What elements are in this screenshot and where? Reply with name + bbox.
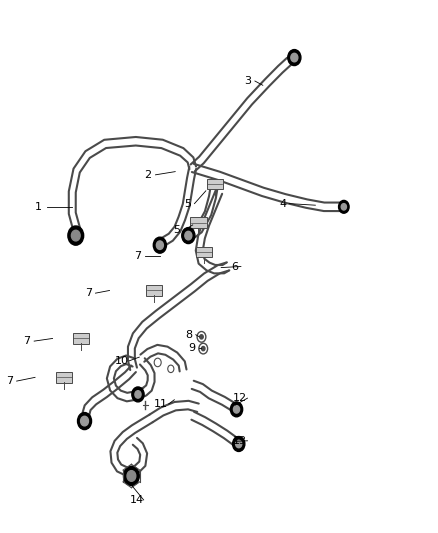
Circle shape <box>153 237 166 253</box>
FancyBboxPatch shape <box>196 247 212 257</box>
Circle shape <box>78 413 92 430</box>
Text: 7: 7 <box>24 336 31 346</box>
Circle shape <box>288 50 301 66</box>
Circle shape <box>230 402 243 417</box>
Text: 8: 8 <box>185 330 192 340</box>
Circle shape <box>68 226 84 245</box>
Text: 7: 7 <box>134 251 141 261</box>
Text: 7: 7 <box>6 376 13 386</box>
Text: 2: 2 <box>145 170 152 180</box>
Circle shape <box>156 241 163 249</box>
Circle shape <box>127 471 136 481</box>
FancyBboxPatch shape <box>73 333 89 344</box>
Text: 13: 13 <box>233 436 247 446</box>
Text: 11: 11 <box>154 399 168 409</box>
Circle shape <box>201 346 205 351</box>
Circle shape <box>71 230 80 241</box>
Text: 5: 5 <box>184 199 191 208</box>
Circle shape <box>132 387 144 402</box>
FancyBboxPatch shape <box>190 217 207 228</box>
Circle shape <box>236 440 242 448</box>
Circle shape <box>124 466 139 486</box>
Text: 4: 4 <box>279 199 286 208</box>
Circle shape <box>182 228 195 244</box>
Circle shape <box>81 416 88 426</box>
Text: 5: 5 <box>173 225 180 235</box>
Circle shape <box>135 391 141 398</box>
Text: 9: 9 <box>188 343 195 352</box>
Text: 14: 14 <box>130 495 144 505</box>
Text: 3: 3 <box>244 76 251 86</box>
Text: 10: 10 <box>115 356 129 366</box>
FancyBboxPatch shape <box>56 372 73 383</box>
Circle shape <box>341 204 346 210</box>
FancyBboxPatch shape <box>146 285 162 296</box>
Circle shape <box>233 437 245 451</box>
Circle shape <box>200 335 203 339</box>
Text: 1: 1 <box>35 202 42 212</box>
Text: 12: 12 <box>233 393 247 403</box>
Circle shape <box>291 53 298 62</box>
Circle shape <box>185 231 192 240</box>
Circle shape <box>233 406 240 413</box>
Text: 6: 6 <box>231 262 238 271</box>
Text: 7: 7 <box>85 288 92 298</box>
Circle shape <box>339 200 349 213</box>
FancyBboxPatch shape <box>207 179 223 189</box>
